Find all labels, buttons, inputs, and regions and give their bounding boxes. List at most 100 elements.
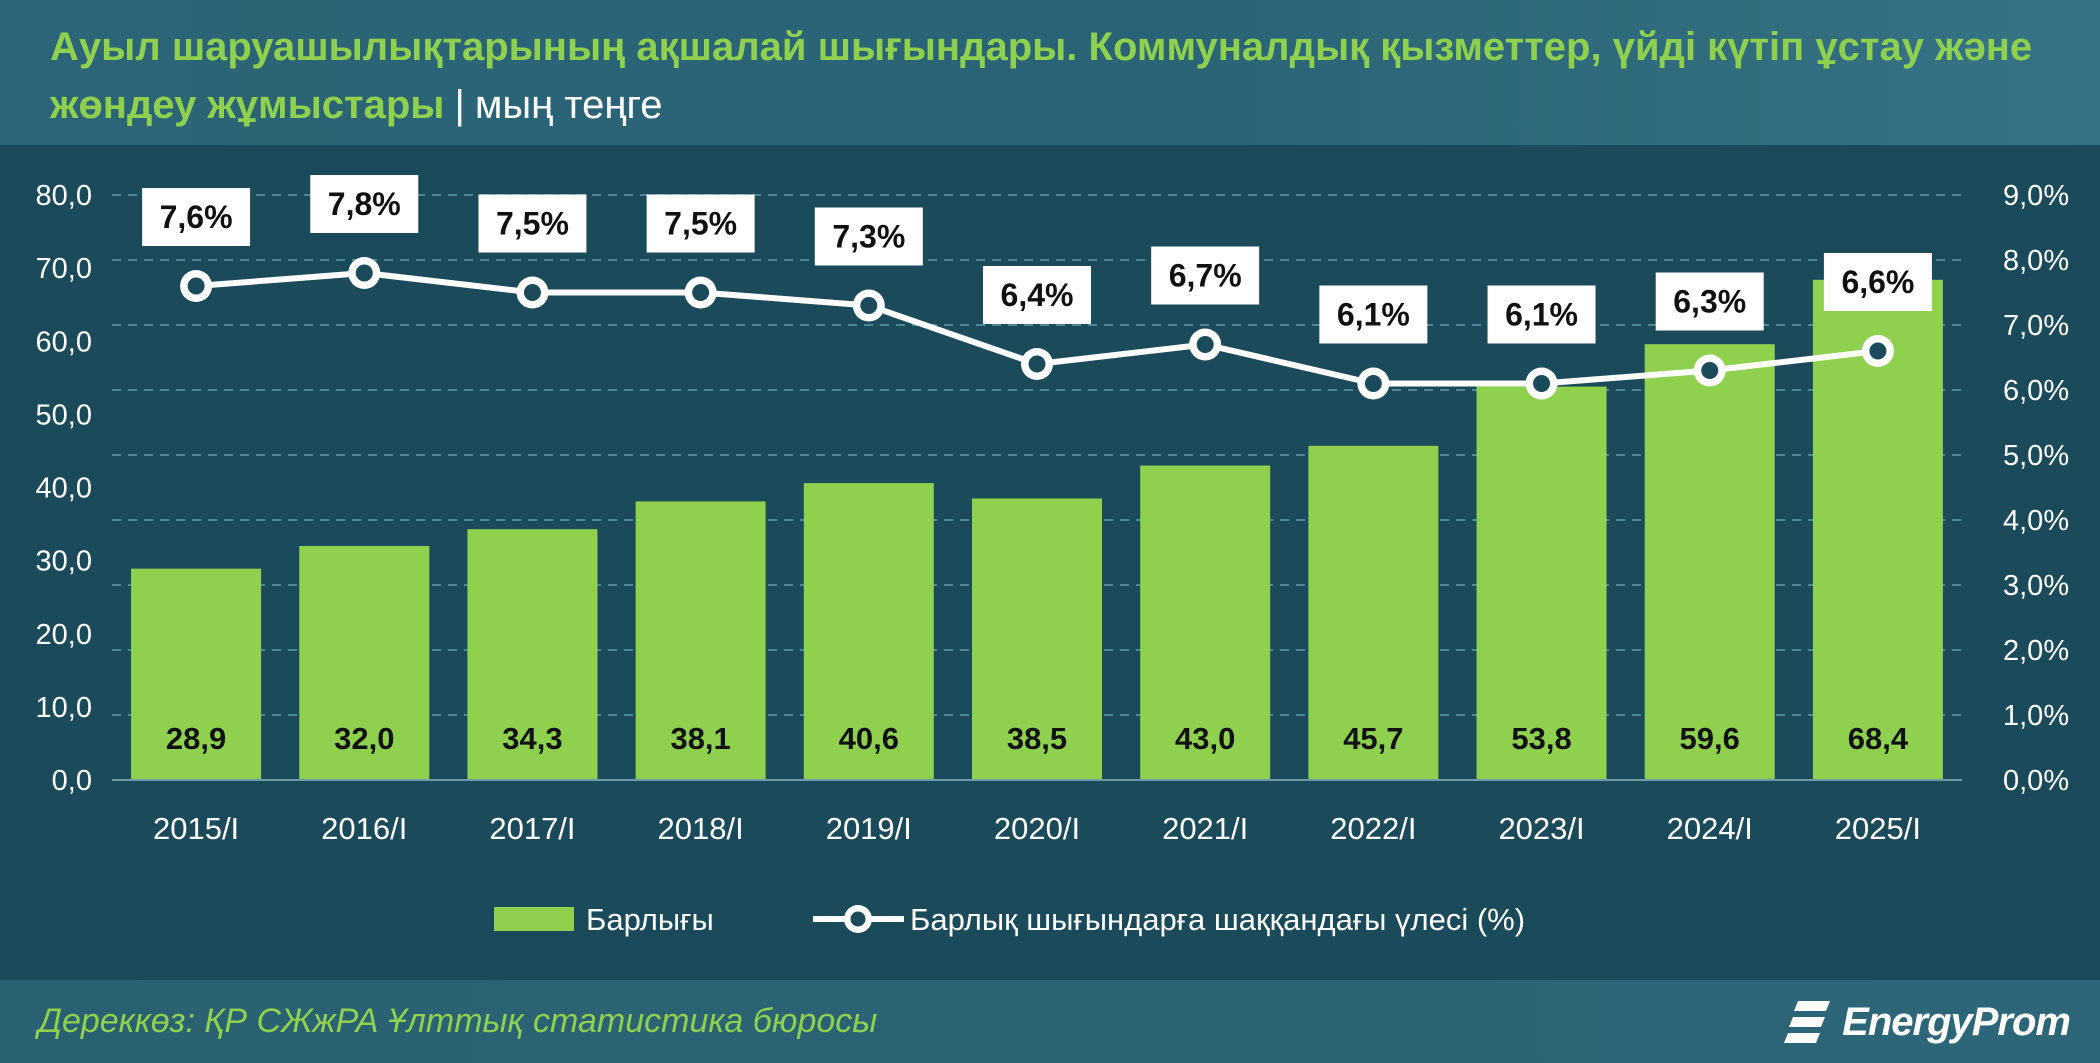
bar bbox=[299, 546, 430, 780]
bar bbox=[131, 568, 262, 780]
title-unit: мың теңге bbox=[474, 83, 663, 127]
share-marker-inner bbox=[1364, 375, 1382, 392]
source-note: Дереккөз: ҚР СЖжРА Ұлттық статистика бюр… bbox=[38, 1002, 878, 1040]
left-axis-tick-label: 0,0 bbox=[52, 765, 92, 797]
x-axis-category-label: 2015/I bbox=[153, 811, 239, 846]
share-label-box bbox=[478, 194, 587, 253]
share-label-box bbox=[814, 207, 923, 266]
x-axis-category-label: 2022/I bbox=[1330, 811, 1416, 846]
left-axis-tick-label: 70,0 bbox=[36, 253, 92, 285]
chart-title: Ауыл шаруашылықтарының ақшалай шығындары… bbox=[50, 18, 2050, 134]
share-marker-inner bbox=[860, 297, 878, 314]
x-axis-category-label: 2024/I bbox=[1667, 811, 1753, 846]
share-value-label: 7,8% bbox=[328, 186, 401, 222]
title-separator: | bbox=[454, 83, 465, 127]
brand-logo: EnergyProm bbox=[1784, 994, 2071, 1050]
bar-value-label: 32,0 bbox=[334, 721, 394, 756]
bar bbox=[1644, 344, 1775, 780]
bar bbox=[803, 483, 934, 780]
right-axis-tick-label: 8,0% bbox=[2003, 245, 2069, 277]
legend-marker-inner bbox=[850, 911, 866, 927]
share-value-label: 7,5% bbox=[496, 206, 569, 242]
right-axis-tick-label: 2,0% bbox=[2003, 635, 2069, 667]
bar bbox=[1140, 465, 1271, 780]
share-marker-inner bbox=[1701, 362, 1719, 379]
x-axis-category-label: 2016/I bbox=[321, 811, 407, 846]
left-axis-tick-label: 60,0 bbox=[36, 326, 92, 358]
axes: 0,0% 1,0% 2,0% 3,0% 4,0% 5,0% 6,0% 7,0% 8,0% 9,0%… bbox=[36, 180, 2070, 846]
share-marker-inner bbox=[692, 284, 710, 301]
right-axis-tick-label: 3,0% bbox=[2003, 570, 2069, 602]
legend-bar-label: Барлығы bbox=[586, 902, 714, 937]
share-value-label: 6,3% bbox=[1673, 284, 1746, 320]
share-label-box bbox=[983, 266, 1091, 324]
bar-value-label: 28,9 bbox=[166, 721, 226, 756]
bar-value-label: 34,3 bbox=[502, 721, 562, 756]
share-label-box bbox=[1823, 253, 1932, 311]
bar-value-label: 43,0 bbox=[1175, 721, 1235, 756]
bar-value-label: 45,7 bbox=[1343, 721, 1403, 756]
share-value-label: 7,5% bbox=[664, 206, 737, 242]
bar-value-label: 68,4 bbox=[1848, 721, 1909, 756]
left-axis-tick-label: 80,0 bbox=[36, 180, 92, 212]
bar-value-label: 53,8 bbox=[1511, 721, 1571, 756]
right-axis-tick-label: 9,0% bbox=[2003, 180, 2069, 212]
x-axis-category-label: 2021/I bbox=[1162, 811, 1248, 846]
left-axis-tick-label: 30,0 bbox=[36, 546, 92, 578]
x-axis-category-label: 2019/I bbox=[826, 811, 912, 846]
share-value-label: 6,7% bbox=[1169, 258, 1242, 294]
share-label-box bbox=[646, 194, 755, 253]
brand-name: EnergyProm bbox=[1842, 999, 2071, 1044]
bar-value-label: 59,6 bbox=[1680, 721, 1740, 756]
share-value-label: 6,4% bbox=[1001, 277, 1074, 313]
header-band: Ауыл шаруашылықтарының ақшалай шығындары… bbox=[0, 0, 2100, 145]
x-axis-category-label: 2023/I bbox=[1498, 811, 1584, 846]
share-value-label: 7,3% bbox=[832, 219, 905, 255]
share-line: 7,6% 7,8% 7,5% 7,5% 7,3% 6,4% 6,7% 6,1% 6,1% 6,3%… bbox=[142, 175, 1932, 400]
bar bbox=[972, 498, 1102, 780]
x-axis-category-label: 2018/I bbox=[658, 811, 744, 846]
right-axis-tick-label: 5,0% bbox=[2003, 440, 2069, 472]
share-value-label: 7,6% bbox=[160, 199, 233, 235]
share-value-label: 6,1% bbox=[1505, 297, 1578, 333]
left-axis-tick-label: 50,0 bbox=[36, 399, 92, 431]
right-axis-tick-label: 0,0% bbox=[2003, 765, 2069, 797]
share-marker-inner bbox=[1196, 336, 1214, 353]
footer-band: Дереккөз: ҚР СЖжРА Ұлттық статистика бюр… bbox=[0, 980, 2100, 1063]
right-axis-tick-label: 7,0% bbox=[2003, 310, 2069, 342]
share-marker-inner bbox=[1533, 375, 1551, 392]
x-axis-category-label: 2017/I bbox=[489, 811, 575, 846]
right-axis-tick-label: 4,0% bbox=[2003, 505, 2069, 537]
bar bbox=[635, 501, 766, 780]
combo-chart: 28,9 32,0 34,3 38,1 40,6 38,5 43,0 45,7 53,8 59,6… bbox=[36, 175, 2070, 937]
left-axis-tick-label: 40,0 bbox=[36, 473, 92, 505]
left-axis-tick-label: 20,0 bbox=[36, 619, 92, 651]
share-marker-inner bbox=[1028, 355, 1046, 373]
share-marker-inner bbox=[523, 284, 541, 301]
share-label-box bbox=[1655, 272, 1764, 331]
bar bbox=[1308, 445, 1439, 780]
bar-value-label: 40,6 bbox=[839, 721, 899, 756]
share-label-box bbox=[310, 175, 419, 233]
share-marker-inner bbox=[187, 277, 205, 295]
x-axis-category-label: 2025/I bbox=[1835, 811, 1921, 846]
energyprom-logo-icon bbox=[1784, 1001, 1831, 1043]
legend-line-label: Барлық шығындарға шаққандағы үлесі (%) bbox=[910, 902, 1525, 937]
bar bbox=[467, 529, 598, 780]
share-label-box bbox=[1319, 285, 1428, 344]
right-axis-tick-label: 1,0% bbox=[2003, 700, 2069, 732]
share-label-box bbox=[142, 188, 251, 246]
share-value-label: 6,6% bbox=[1841, 264, 1914, 300]
legend: Барлығы Барлық шығындарға шаққандағы үлес… bbox=[494, 902, 1525, 937]
bar-value-label: 38,5 bbox=[1007, 721, 1067, 756]
share-marker-inner bbox=[355, 264, 373, 282]
share-label-box bbox=[1151, 246, 1260, 305]
share-label-box bbox=[1487, 285, 1596, 344]
bar-value-label: 38,1 bbox=[670, 721, 730, 756]
share-marker-inner bbox=[1869, 342, 1887, 360]
right-axis-tick-label: 6,0% bbox=[2003, 375, 2069, 407]
bar bbox=[1476, 386, 1607, 780]
title-text: Ауыл шаруашылықтарының ақшалай шығындары… bbox=[50, 25, 2033, 127]
x-axis-category-label: 2020/I bbox=[994, 811, 1080, 846]
